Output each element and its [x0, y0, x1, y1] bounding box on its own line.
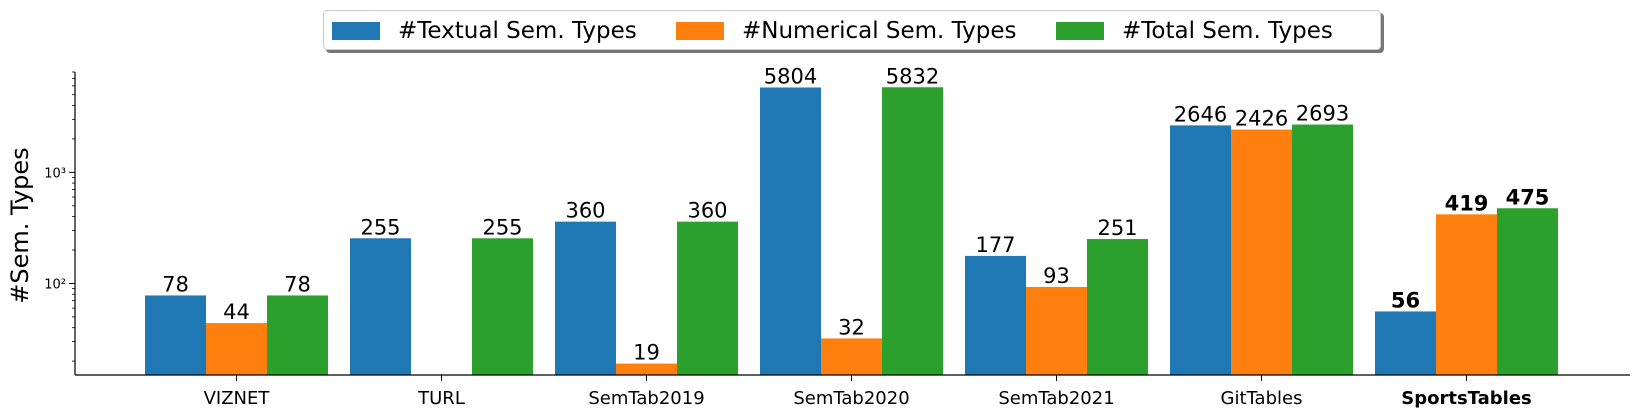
bar-value-label: 251 — [1097, 216, 1137, 240]
y-tick-label: 10² — [44, 277, 66, 292]
legend-swatch-numerical — [676, 22, 724, 40]
bar-gittables-s2 — [1292, 124, 1353, 376]
bar-semtab2021-s1 — [1026, 286, 1087, 375]
bar-value-label: 44 — [223, 300, 250, 324]
bar-value-label: 78 — [162, 272, 189, 296]
bar-value-label: 255 — [360, 215, 400, 239]
legend-label-textual: #Textual Sem. Types — [398, 18, 637, 44]
bar-value-label: 2426 — [1235, 107, 1288, 131]
bar-value-label: 32 — [838, 315, 865, 339]
bar-semtab2021-s0 — [965, 255, 1026, 375]
bar-gittables-s0 — [1170, 125, 1231, 375]
bar-semtab2019-s0 — [555, 221, 616, 375]
x-tick-label: TURL — [417, 388, 465, 409]
x-tick-label: SportsTables — [1401, 388, 1532, 409]
bar-semtab2019-s1 — [616, 363, 677, 375]
bar-viznet-s1 — [206, 323, 267, 375]
bar-value-label: 93 — [1043, 264, 1070, 288]
bar-value-label: 19 — [633, 341, 660, 365]
bar-value-label: 78 — [284, 272, 311, 296]
bar-gittables-s1 — [1231, 129, 1292, 375]
bar-semtab2020-s0 — [760, 87, 821, 375]
bar-value-label: 5832 — [886, 64, 939, 88]
bar-value-label: 255 — [482, 215, 522, 239]
y-tick-label: 10³ — [44, 166, 66, 181]
x-tick-label: SemTab2019 — [588, 388, 704, 409]
legend-label-total: #Total Sem. Types — [1122, 18, 1333, 44]
bar-value-label: 419 — [1445, 191, 1489, 215]
bar-value-label: 2693 — [1296, 102, 1349, 126]
bar-turl-s0 — [350, 238, 411, 375]
bar-value-label: 177 — [975, 233, 1015, 257]
x-tick-label: SemTab2020 — [793, 388, 909, 409]
legend-item-numerical: #Numerical Sem. Types — [676, 11, 1016, 51]
bar-value-label: 56 — [1391, 288, 1420, 312]
bar-semtab2020-s1 — [821, 338, 882, 375]
bar-value-label: 360 — [565, 199, 605, 223]
legend-swatch-total — [1056, 22, 1104, 40]
chart-legend: #Textual Sem. Types #Numerical Sem. Type… — [323, 10, 1381, 50]
legend-item-total: #Total Sem. Types — [1056, 11, 1333, 51]
legend-swatch-textual — [332, 22, 380, 40]
x-tick-label: VIZNET — [204, 388, 271, 409]
bar-value-label: 360 — [687, 199, 727, 223]
bar-value-label: 2646 — [1174, 102, 1227, 126]
bar-semtab2021-s2 — [1087, 239, 1148, 375]
x-tick-label: GitTables — [1221, 388, 1303, 409]
legend-label-numerical: #Numerical Sem. Types — [742, 18, 1017, 44]
x-tick-label: SemTab2021 — [998, 388, 1114, 409]
bar-value-label: 5804 — [764, 64, 817, 88]
bar-sportstables-s2 — [1497, 208, 1558, 375]
bar-value-label: 475 — [1506, 185, 1550, 209]
bar-sportstables-s0 — [1375, 311, 1436, 375]
bar-semtab2019-s2 — [677, 221, 738, 375]
bar-turl-s2 — [472, 238, 533, 375]
y-axis-title: #Sem. Types — [6, 147, 34, 303]
bar-viznet-s2 — [267, 295, 328, 375]
legend-item-textual: #Textual Sem. Types — [332, 11, 637, 51]
bar-sportstables-s1 — [1436, 214, 1497, 375]
bar-semtab2020-s2 — [882, 87, 943, 375]
bar-viznet-s0 — [145, 295, 206, 375]
